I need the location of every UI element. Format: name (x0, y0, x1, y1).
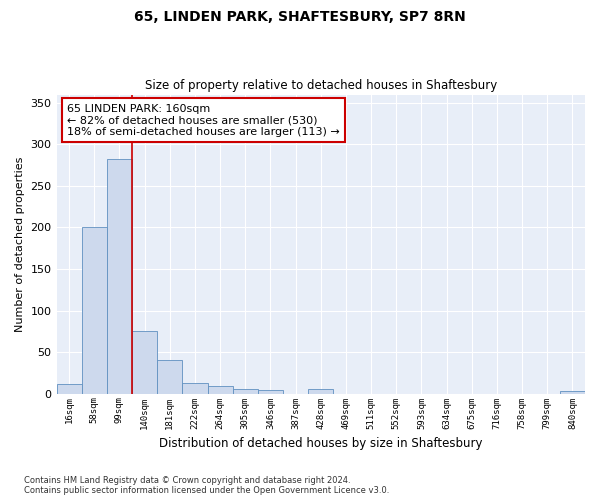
Y-axis label: Number of detached properties: Number of detached properties (15, 156, 25, 332)
Text: Contains HM Land Registry data © Crown copyright and database right 2024.
Contai: Contains HM Land Registry data © Crown c… (24, 476, 389, 495)
Bar (308, 390, 334, 394)
Text: 65 LINDEN PARK: 160sqm
← 82% of detached houses are smaller (530)
18% of semi-de: 65 LINDEN PARK: 160sqm ← 82% of detached… (67, 104, 340, 136)
Bar (132, 332, 157, 394)
Text: 65, LINDEN PARK, SHAFTESBURY, SP7 8RN: 65, LINDEN PARK, SHAFTESBURY, SP7 8RN (134, 10, 466, 24)
Bar (56, 384, 82, 394)
X-axis label: Distribution of detached houses by size in Shaftesbury: Distribution of detached houses by size … (159, 437, 482, 450)
Title: Size of property relative to detached houses in Shaftesbury: Size of property relative to detached ho… (145, 79, 497, 92)
Bar (82, 226, 107, 394)
Bar (157, 360, 182, 394)
Bar (560, 391, 585, 394)
Bar (182, 383, 208, 394)
Bar (233, 388, 258, 394)
Bar (208, 386, 233, 394)
Bar (107, 158, 132, 394)
Bar (258, 390, 283, 394)
